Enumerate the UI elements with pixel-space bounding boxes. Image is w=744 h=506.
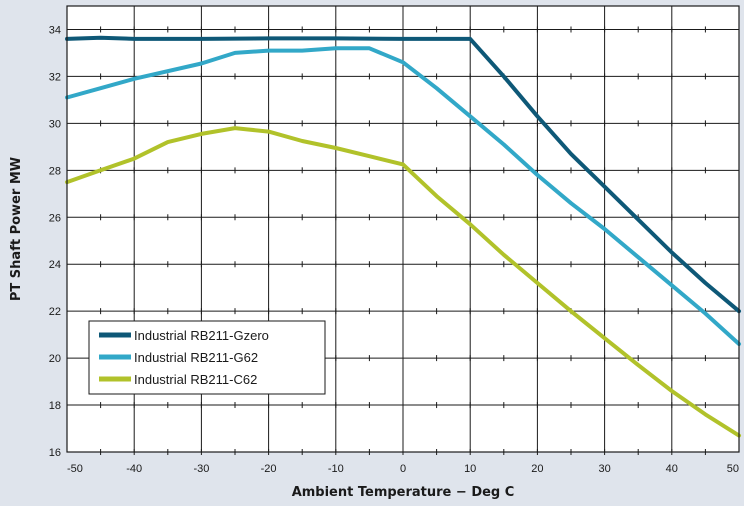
- x-tick-label: 50: [727, 463, 739, 475]
- y-tick-label: 24: [49, 259, 61, 271]
- x-tick-label: 20: [531, 463, 543, 475]
- y-tick-label: 26: [49, 212, 61, 224]
- y-tick-label: 28: [49, 165, 61, 177]
- plot-frame: [66, 5, 740, 453]
- series-line-2: [65, 46, 741, 346]
- legend-label: Industrial RB211-C62: [134, 372, 257, 387]
- x-tick-label: -40: [126, 463, 142, 475]
- x-tick-label: -30: [193, 463, 209, 475]
- y-tick-label: 30: [49, 118, 61, 130]
- legend-label: Industrial RB211-Gzero: [134, 328, 269, 343]
- x-tick-label: 10: [464, 463, 476, 475]
- y-tick-label: 22: [49, 306, 61, 318]
- x-tick-label: -10: [328, 463, 344, 475]
- x-tick-label: -20: [261, 463, 277, 475]
- x-tick-label: -50: [67, 463, 83, 475]
- y-tick-label: 20: [49, 353, 61, 365]
- legend-label: Industrial RB211-G62: [134, 350, 258, 365]
- y-tick-label: 32: [49, 71, 61, 83]
- y-tick-label: 34: [49, 24, 61, 36]
- x-tick-label: 0: [400, 463, 406, 475]
- x-tick-label: 30: [598, 463, 610, 475]
- y-tick-label: 18: [49, 400, 61, 412]
- y-axis-title: PT Shaft Power MW: [9, 157, 24, 301]
- y-tick-label: 16: [49, 447, 61, 459]
- x-tick-label: 40: [666, 463, 678, 475]
- series-lines: [65, 35, 741, 438]
- series-line-1: [65, 35, 741, 314]
- series-line-3: [65, 126, 741, 438]
- legend: Industrial RB211-Gzero Industrial RB211-G…: [88, 320, 326, 395]
- tick-labels: -50 -40 -30 -20 -10 0 10 20 30 40 50 16 18 20 22 24 26 28…: [49, 24, 739, 475]
- x-axis-title: Ambient Temperature − Deg C: [292, 485, 515, 500]
